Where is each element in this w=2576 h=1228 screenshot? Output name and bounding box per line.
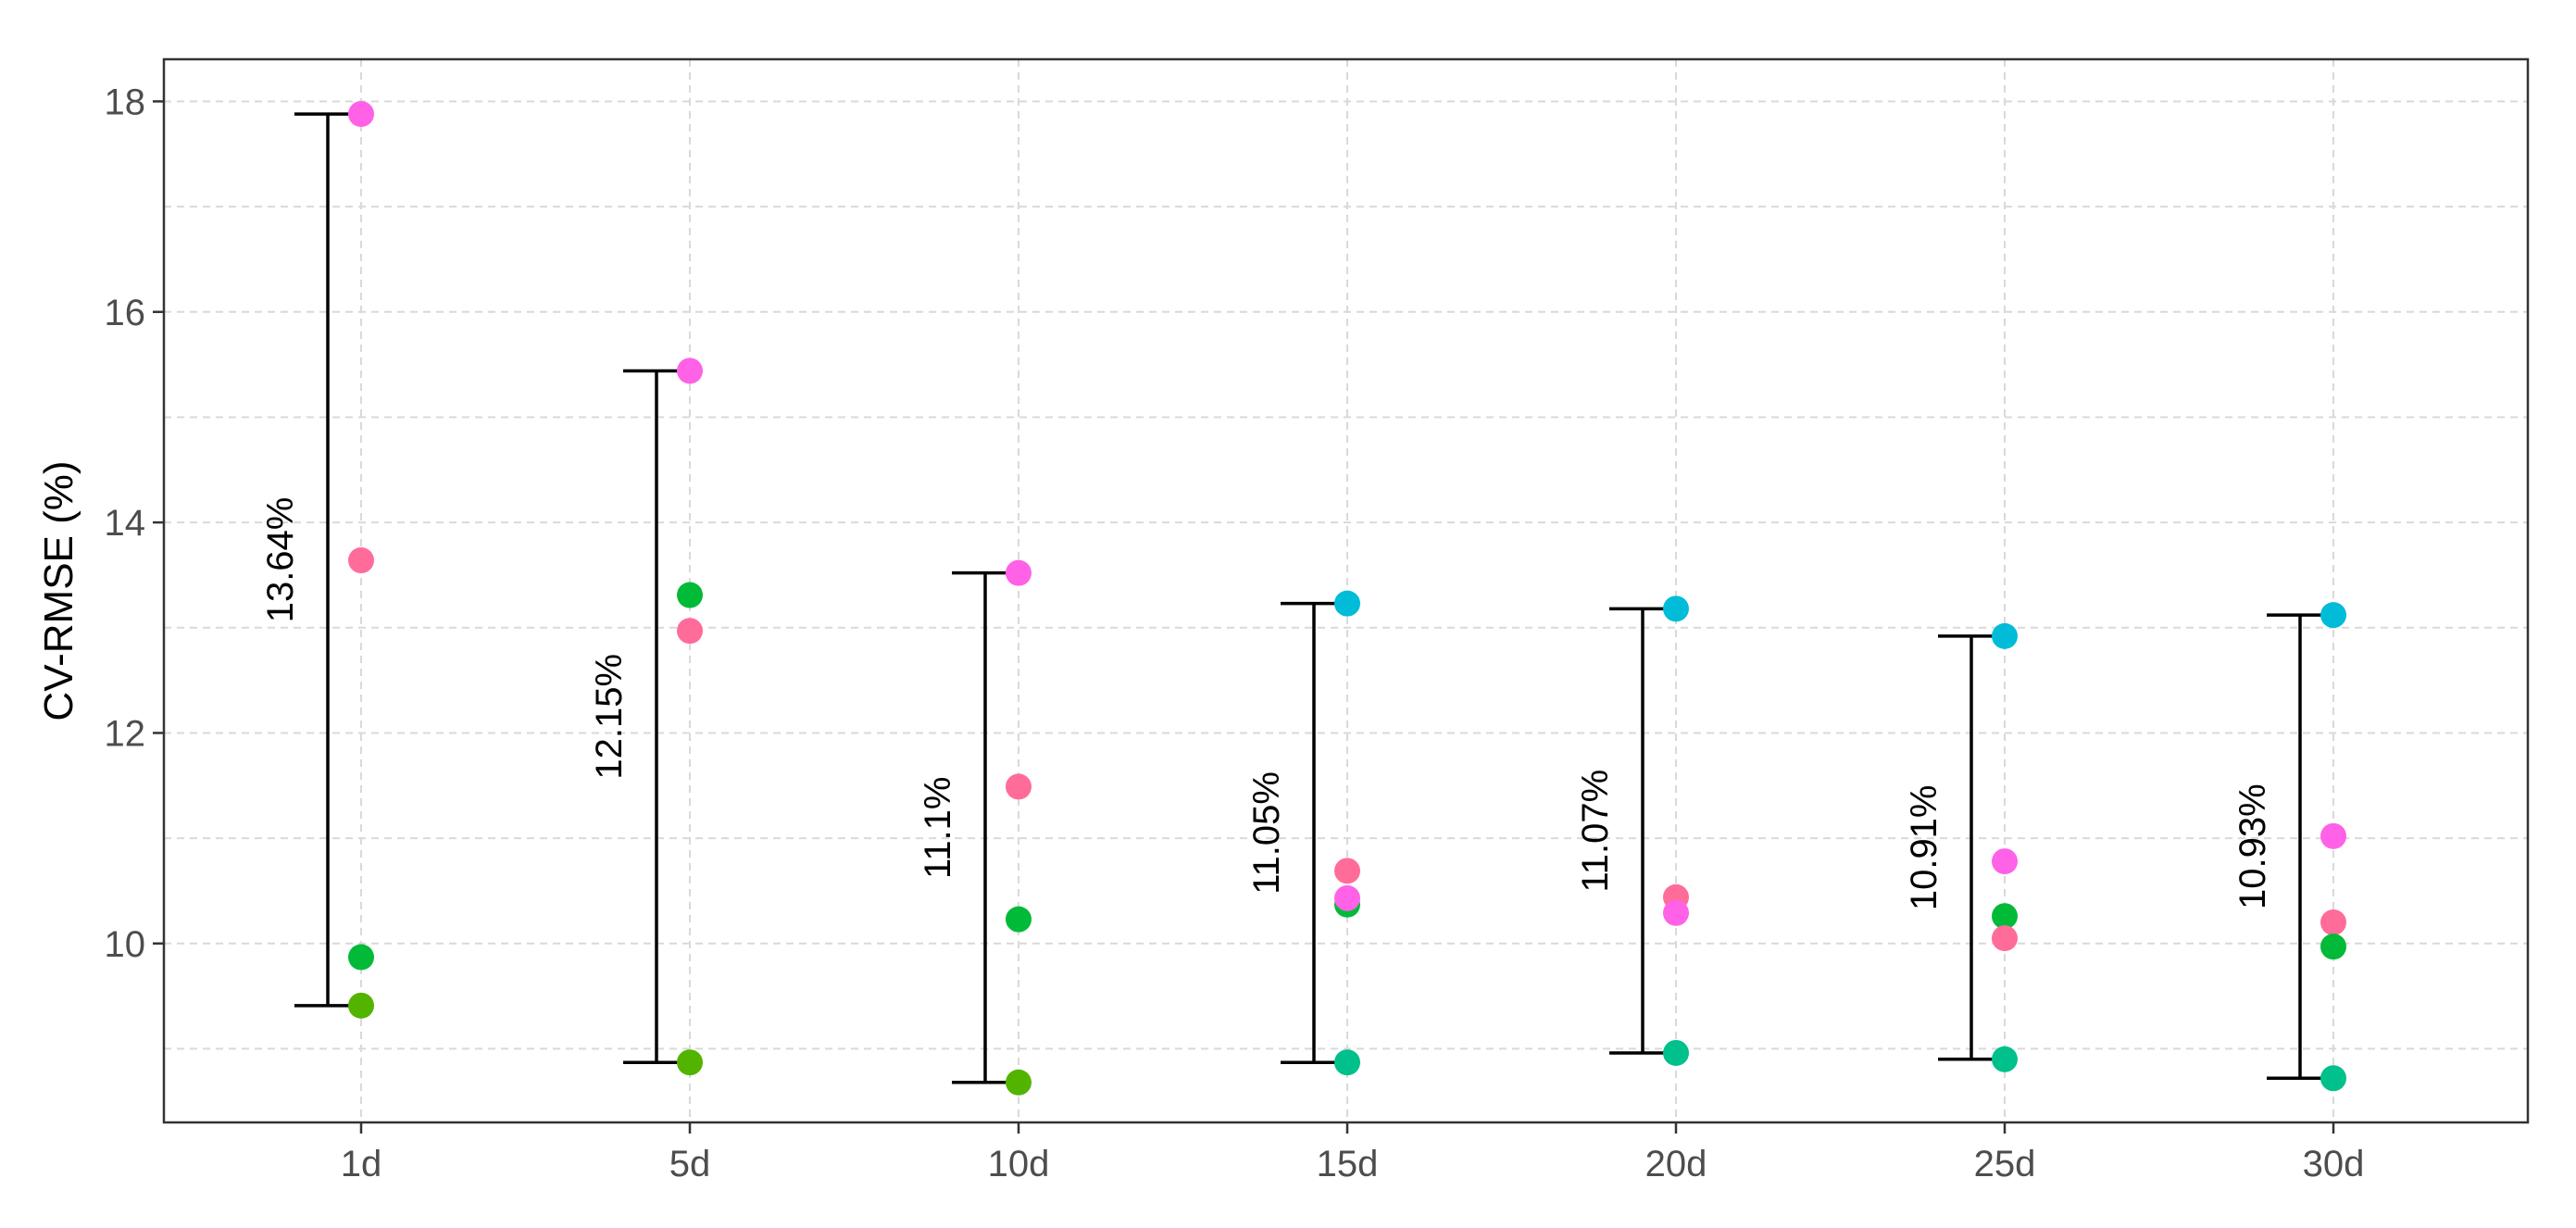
data-point <box>1992 622 2018 649</box>
x-tick-label: 20d <box>1645 1144 1707 1184</box>
range-label: 13.64% <box>260 497 301 623</box>
x-tick-label: 5d <box>669 1144 711 1184</box>
range-label: 11.05% <box>1246 771 1287 895</box>
data-point <box>348 547 374 574</box>
data-point <box>1663 899 1689 926</box>
range-label: 11.1% <box>918 777 958 879</box>
data-point <box>2320 934 2346 960</box>
axis-layer: 10 12 14 16 18 1d 5d 10d 15d 20d 25d 30d <box>105 81 2365 1184</box>
range-label: 12.15% <box>589 654 630 780</box>
data-point <box>1006 773 1032 800</box>
point-layer <box>348 101 2346 1096</box>
range-label: 11.07% <box>1575 770 1616 893</box>
y-axis-title: CV-RMSE (%) <box>36 460 81 721</box>
plot-panel-border <box>162 57 2530 1124</box>
range-label: 10.91% <box>1904 785 1945 911</box>
data-point <box>1006 559 1032 586</box>
x-tick-label: 15d <box>1317 1144 1379 1184</box>
data-point <box>1334 1049 1360 1076</box>
x-tick-label: 10d <box>988 1144 1050 1184</box>
y-tick-label: 12 <box>105 713 146 754</box>
data-point <box>2320 909 2346 936</box>
y-tick-label: 14 <box>105 503 146 544</box>
data-point <box>348 944 374 971</box>
data-point <box>1006 906 1032 933</box>
data-point <box>1992 1046 2018 1072</box>
x-tick-label: 1d <box>341 1144 382 1184</box>
data-point <box>1334 590 1360 617</box>
data-point <box>1663 1039 1689 1066</box>
data-point <box>1006 1069 1032 1096</box>
range-label: 10.93% <box>2232 783 2273 909</box>
data-point <box>1334 884 1360 911</box>
data-point <box>677 582 703 608</box>
data-point <box>348 101 374 128</box>
data-point <box>1663 595 1689 622</box>
data-point <box>2320 602 2346 629</box>
x-tick-label: 25d <box>1974 1144 2036 1184</box>
data-point <box>677 357 703 384</box>
data-point <box>1992 925 2018 952</box>
data-point <box>348 992 374 1019</box>
y-tick-label: 18 <box>105 81 146 122</box>
x-tick-label: 30d <box>2303 1144 2365 1184</box>
data-point <box>1992 848 2018 875</box>
y-tick-label: 16 <box>105 293 146 333</box>
data-point <box>2320 822 2346 849</box>
data-point <box>1334 858 1360 884</box>
y-tick-label: 10 <box>105 924 146 965</box>
data-point <box>677 618 703 645</box>
data-point <box>677 1049 703 1076</box>
data-point <box>2320 1065 2346 1092</box>
data-point <box>1992 903 2018 930</box>
